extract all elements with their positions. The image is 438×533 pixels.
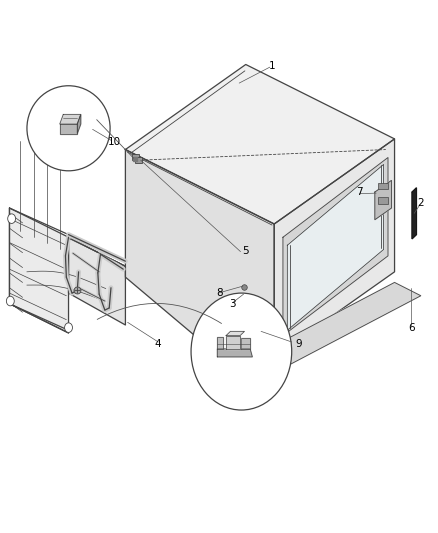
Circle shape [64,323,72,333]
Polygon shape [217,337,222,349]
Polygon shape [287,165,383,330]
Bar [132,154,139,160]
Polygon shape [411,188,416,239]
Polygon shape [217,349,252,357]
Polygon shape [283,158,387,336]
Text: 5: 5 [242,246,248,255]
Text: 6: 6 [408,322,414,333]
Polygon shape [125,150,274,368]
Polygon shape [125,64,394,224]
Text: 4: 4 [155,338,161,349]
Bar [378,183,387,189]
Polygon shape [226,336,240,349]
Circle shape [7,296,14,306]
Polygon shape [10,208,68,333]
Polygon shape [241,338,250,349]
Bar [135,157,142,164]
Bar [378,197,387,204]
Text: 3: 3 [229,298,235,309]
Text: 2: 2 [417,198,423,208]
Text: 1: 1 [268,61,275,70]
Text: 10: 10 [108,136,121,147]
Polygon shape [274,139,394,357]
Polygon shape [232,282,420,381]
Polygon shape [60,115,81,124]
Polygon shape [77,115,81,134]
Text: 7: 7 [355,187,362,197]
Text: 8: 8 [215,288,223,298]
Ellipse shape [191,293,291,410]
Circle shape [8,214,15,223]
Text: 9: 9 [294,338,301,349]
Ellipse shape [27,86,110,171]
Polygon shape [374,180,391,220]
Polygon shape [226,332,244,336]
Polygon shape [60,124,77,134]
Polygon shape [68,237,125,325]
